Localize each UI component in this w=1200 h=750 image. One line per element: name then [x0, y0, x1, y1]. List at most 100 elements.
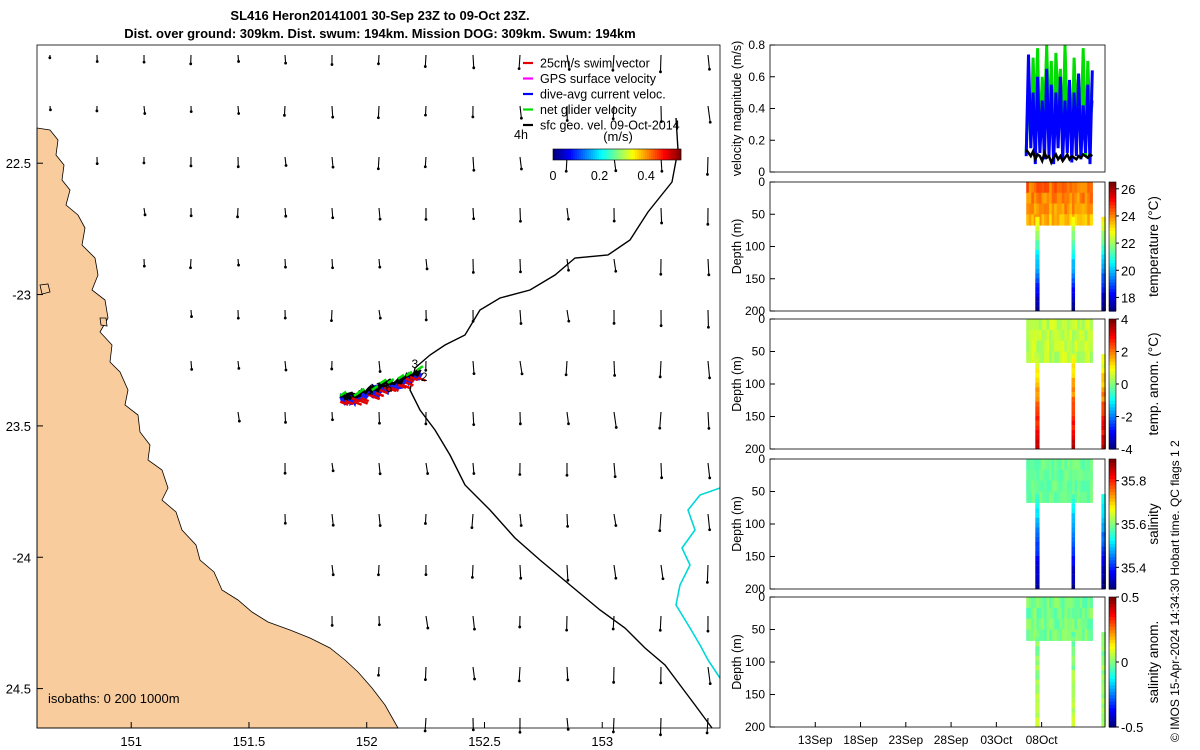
colorbar-cell	[1109, 623, 1116, 627]
colorbar-cell	[1109, 269, 1116, 273]
data-cell	[1066, 182, 1071, 194]
salinity-panel: 0 50 100 150 200 Depth (m) 35.4 35.6 35.8salinit…	[730, 452, 1161, 596]
profile-cell	[1101, 268, 1106, 274]
colorbar-cell	[1109, 550, 1116, 554]
data-cell	[1084, 597, 1088, 609]
profile-cell	[1035, 240, 1040, 246]
data-cell	[1071, 340, 1076, 353]
colorbar-cell	[1109, 658, 1116, 663]
colorbar-cell	[653, 149, 656, 160]
colorbar-cell	[1109, 410, 1116, 414]
data-cell	[1056, 351, 1060, 363]
arrow-head	[424, 368, 428, 372]
arrow-head	[236, 316, 240, 320]
data-cell	[1069, 214, 1073, 226]
colorbar-cell	[1109, 704, 1116, 709]
profile-cell	[1101, 689, 1106, 694]
colorbar-cell	[1109, 307, 1116, 312]
profile-cell	[1035, 655, 1040, 661]
colorbar-tick-label: 0.2	[591, 169, 608, 183]
colorbar-cell	[1109, 597, 1116, 601]
current-arrow	[565, 360, 568, 375]
arrow-head	[142, 264, 146, 268]
profile-cell	[1035, 698, 1040, 704]
profile-cell	[1101, 363, 1106, 369]
arrow-head	[424, 573, 428, 577]
colorbar-cell	[619, 149, 622, 160]
profile-cell	[1101, 245, 1106, 250]
data-cell	[1054, 491, 1058, 503]
colorbar-cell	[1109, 185, 1116, 190]
data-cell	[1059, 629, 1063, 641]
data-cell	[1074, 459, 1078, 471]
colorbar-cell	[1109, 211, 1116, 215]
data-cell	[1074, 629, 1078, 641]
colorbar-cell	[1109, 616, 1116, 621]
arrow-head	[190, 368, 194, 371]
colorbar-cell	[1109, 390, 1116, 395]
profile-cell	[1071, 636, 1076, 642]
profile-cell	[1101, 287, 1106, 293]
data-cell	[1036, 319, 1040, 331]
y-tick-label: 50	[752, 623, 766, 637]
arrow-head	[472, 168, 476, 172]
data-cell	[1031, 203, 1035, 215]
data-cell	[1082, 329, 1086, 342]
data-cell	[1074, 319, 1078, 331]
data-cell	[1044, 329, 1048, 342]
arrow-head	[472, 372, 476, 376]
data-cell	[1036, 618, 1040, 631]
arrow-head	[330, 367, 334, 371]
profile-cell	[1101, 679, 1106, 685]
net-glider-vector	[339, 390, 347, 397]
profile-cell	[1035, 287, 1040, 293]
colorbar-cell	[1109, 478, 1116, 483]
current-arrow	[283, 105, 286, 116]
track-label: 6	[386, 381, 393, 395]
arrow-head	[706, 629, 710, 633]
data-cell	[1082, 629, 1086, 641]
colorbar-cell	[1109, 413, 1116, 418]
current-arrow	[424, 156, 427, 167]
arrow-head	[472, 472, 476, 475]
data-cell	[1056, 340, 1060, 353]
temperature-panel: 0 50 100 150 200 Depth (m) 18 20 22 24 26 temperatu…	[730, 175, 1161, 318]
profile-cell	[1071, 235, 1076, 241]
colorbar-cell	[1109, 301, 1116, 306]
current-arrow	[378, 360, 381, 372]
colorbar-cell	[591, 149, 594, 160]
arrow-head	[378, 472, 382, 476]
profile-cell	[1071, 434, 1076, 440]
data-cell	[1071, 469, 1076, 482]
profile-cell	[1071, 708, 1076, 713]
velocity-series-line	[1025, 147, 1094, 166]
colorbar-cell	[1109, 227, 1116, 231]
data-cell	[1069, 597, 1073, 609]
profile-cell	[1071, 387, 1076, 393]
profile-cell	[1071, 406, 1076, 412]
colorbar-cell	[1109, 671, 1116, 676]
current-arrow	[612, 54, 615, 71]
profile-cell	[1071, 503, 1076, 509]
profile-cell	[1035, 230, 1040, 236]
arrow-head	[613, 475, 617, 479]
data-cell	[1079, 351, 1083, 363]
swim-vector	[401, 383, 411, 390]
arrow-head	[567, 422, 570, 426]
swim-vector	[371, 394, 381, 401]
current-arrow	[707, 360, 711, 378]
colorbar-cell	[1109, 459, 1116, 463]
data-cell	[1049, 607, 1053, 620]
profile-cell	[1071, 254, 1076, 260]
colorbar-cell	[629, 149, 632, 160]
arrow-head	[659, 324, 663, 328]
arrow-head	[519, 524, 523, 527]
data-cell	[1026, 618, 1030, 631]
profile-cell	[1071, 646, 1076, 652]
arrow-head	[284, 368, 288, 372]
colorbar-cell	[1109, 406, 1116, 411]
arrow-head	[614, 576, 618, 580]
arrow-head	[95, 109, 99, 113]
profile-cell	[1101, 392, 1106, 397]
